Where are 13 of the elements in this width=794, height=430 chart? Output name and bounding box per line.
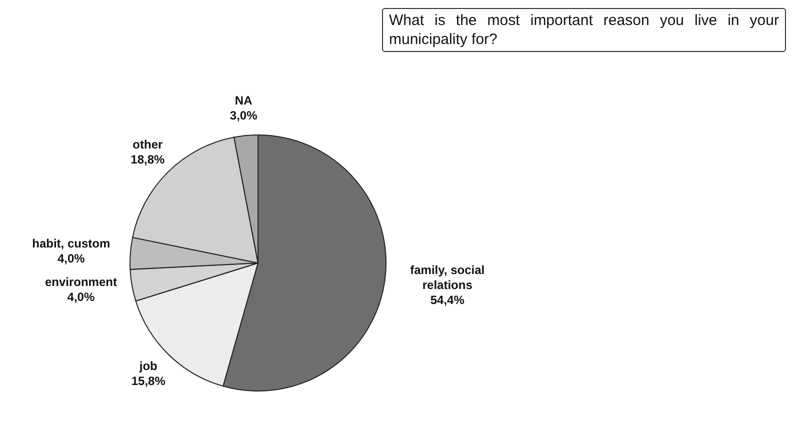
slice-label: habit, custom xyxy=(32,236,110,250)
slice-label: family, social relations xyxy=(410,262,485,292)
data-label: 4,0% xyxy=(57,251,86,266)
data-label: 15,8% xyxy=(131,374,166,388)
slice-label: job xyxy=(138,358,158,373)
slice-label: NA xyxy=(234,94,253,108)
data-label: 54,4% xyxy=(430,292,465,307)
slice-label: other xyxy=(132,138,164,152)
text: What is the most important reason you live in your municipality for? xyxy=(382,8,786,52)
data-label: 18,8% xyxy=(130,152,166,167)
slice-label: environment xyxy=(44,275,117,290)
data-label: 3,0% xyxy=(230,108,258,123)
data-label: 4,0% xyxy=(67,290,95,304)
